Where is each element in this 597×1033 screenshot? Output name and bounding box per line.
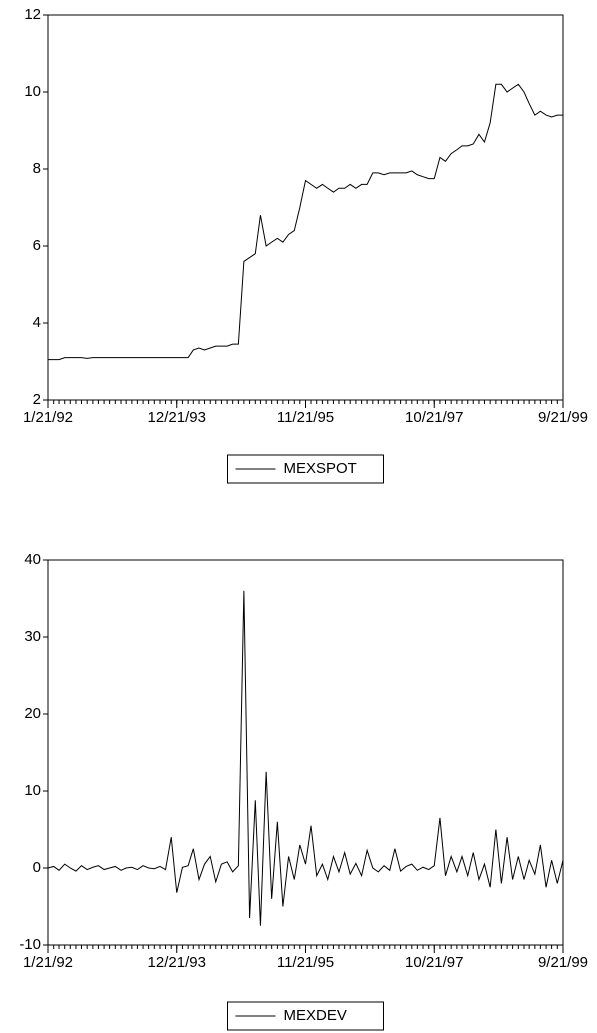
x-tick-label: 10/21/97 — [405, 954, 463, 971]
data-line — [47, 590, 564, 926]
legend-box — [227, 1001, 384, 1031]
data-line — [48, 83, 563, 361]
y-tick-label: 6 — [33, 237, 41, 254]
y-tick-label: 2 — [33, 391, 41, 408]
legend-label: MEXDEV — [284, 1007, 347, 1024]
x-tick-label: 9/21/99 — [538, 954, 588, 971]
x-tick-label: 9/21/99 — [538, 409, 588, 426]
y-tick-label: 12 — [24, 6, 41, 23]
y-tick-label: 20 — [24, 705, 41, 722]
x-tick-label: 11/21/95 — [277, 954, 334, 971]
y-tick-label: 30 — [24, 628, 41, 645]
x-tick-label: 1/21/92 — [23, 409, 73, 426]
y-tick-label: 10 — [24, 83, 41, 100]
plot-frame — [47, 14, 564, 401]
y-tick-label: 0 — [33, 859, 41, 876]
y-tick-label: 4 — [33, 314, 41, 331]
legend-label: MEXSPOT — [284, 460, 357, 477]
x-tick-label: 12/21/93 — [148, 954, 206, 971]
plot-frame — [47, 559, 564, 946]
y-tick-label: 10 — [24, 782, 41, 799]
y-tick-label: 8 — [33, 160, 41, 177]
y-tick-label: -10 — [19, 936, 41, 953]
y-tick-label: 40 — [24, 551, 41, 568]
x-tick-label: 12/21/93 — [148, 409, 206, 426]
legend-box — [227, 454, 384, 484]
x-tick-label: 1/21/92 — [23, 954, 73, 971]
x-tick-label: 10/21/97 — [405, 409, 463, 426]
x-tick-label: 11/21/95 — [277, 409, 334, 426]
